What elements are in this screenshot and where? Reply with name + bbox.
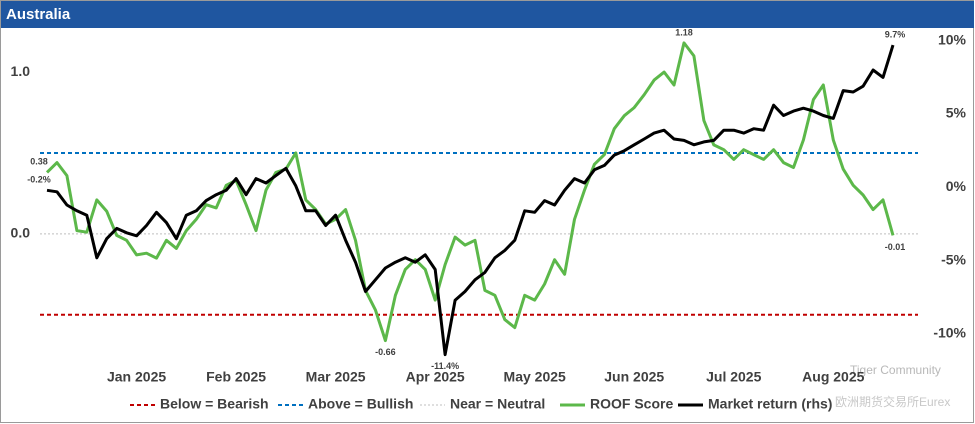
data-label: 1.18 [675,27,693,37]
data-label: -0.01 [885,242,906,252]
legend-label: Below = Bearish [160,396,269,412]
data-label: 9.7% [885,29,906,39]
y2-tick-label: 10% [938,31,967,47]
y2-tick-label: -10% [933,325,966,341]
x-tick-label: Jun 2025 [604,369,664,385]
y2-tick-label: 0% [946,178,967,194]
data-label: 0.38 [30,157,48,167]
x-tick-label: Jul 2025 [706,369,761,385]
y2-tick-label: 5% [946,105,967,121]
y-tick-label: 0.0 [11,225,31,241]
watermark: 欧洲期货交易所Eurex [835,394,950,409]
y2-tick-label: -5% [941,251,966,267]
legend-label: Market return (rhs) [708,396,832,412]
legend-label: ROOF Score [590,396,673,412]
data-label: -11.4% [431,361,459,371]
legend-label: Near = Neutral [450,396,545,412]
legend-label: Above = Bullish [308,396,413,412]
x-tick-label: Mar 2025 [306,369,366,385]
x-tick-label: Aug 2025 [802,369,864,385]
x-tick-label: Feb 2025 [206,369,266,385]
data-label: -0.66 [375,347,396,357]
data-label: -0.2% [27,175,51,185]
x-tick-label: Jan 2025 [107,369,166,385]
series-line [45,41,895,343]
y-tick-label: 1.0 [11,63,31,79]
x-tick-label: May 2025 [504,369,566,385]
x-tick-label: Apr 2025 [406,369,465,385]
header-bar [1,1,974,28]
series-line [46,44,895,357]
chart-title: Australia [6,6,71,23]
watermark: Tiger Community [850,363,941,377]
